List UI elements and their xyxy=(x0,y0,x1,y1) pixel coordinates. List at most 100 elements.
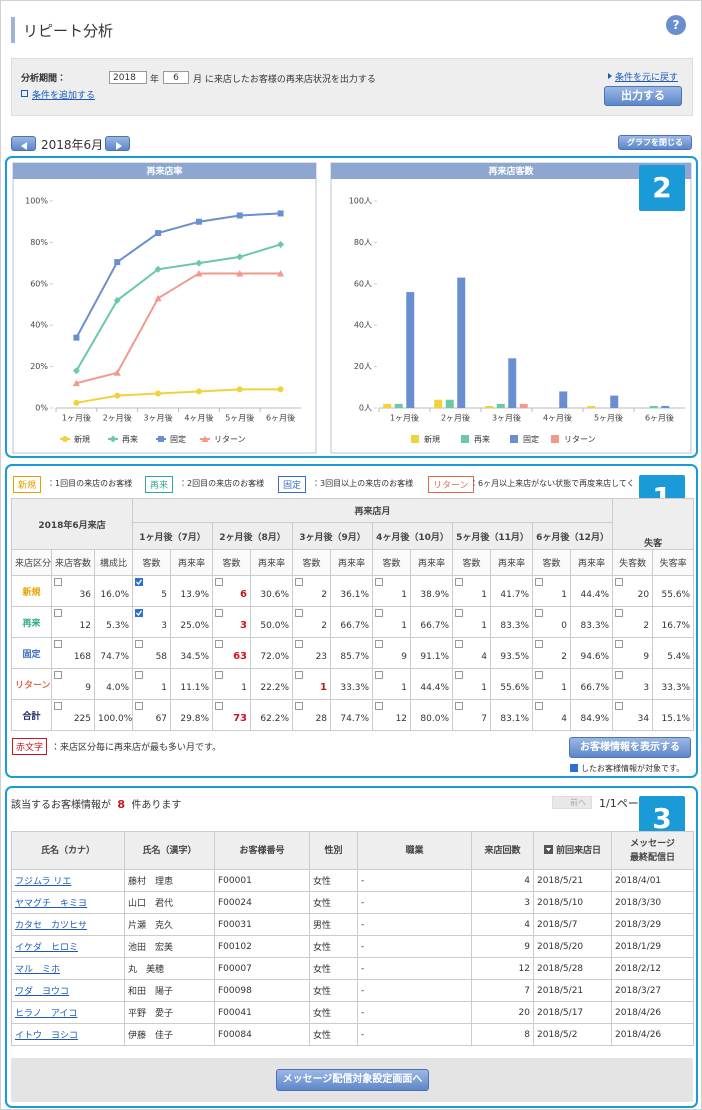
cell-text: 23 xyxy=(315,652,328,662)
value-cell: 12 xyxy=(372,699,412,731)
checkbox[interactable] xyxy=(455,671,464,679)
cell-text: 2 xyxy=(643,621,650,631)
checkbox[interactable] xyxy=(615,702,624,710)
customer-link[interactable]: ヤマグチ キミヨ xyxy=(15,899,88,909)
submit-button[interactable]: 出力する xyxy=(604,86,682,106)
year-select[interactable]: 2018 xyxy=(109,71,147,84)
check-mark xyxy=(136,610,143,616)
checkbox[interactable] xyxy=(215,609,224,617)
customer-link[interactable]: ヒラノ アイコ xyxy=(15,1009,78,1019)
checkbox[interactable] xyxy=(535,671,544,679)
checkbox[interactable] xyxy=(615,609,624,617)
value-cell: 36 xyxy=(51,575,95,607)
checkbox[interactable] xyxy=(295,609,304,617)
legend-label: 固定 xyxy=(523,435,539,444)
checkbox[interactable] xyxy=(215,671,224,679)
add-condition-link[interactable]: 条件を追加する xyxy=(32,91,96,101)
bar xyxy=(610,395,619,408)
prev-month-button[interactable] xyxy=(11,136,36,151)
checkbox[interactable] xyxy=(135,609,144,617)
checkbox[interactable] xyxy=(215,702,224,710)
segment-description: ：6ヶ月以上来店がない状態で再度来店してく xyxy=(470,479,635,488)
marker xyxy=(236,253,244,261)
checkbox[interactable] xyxy=(535,578,544,586)
value-cell: 55.6% xyxy=(490,668,534,700)
customer-link[interactable]: ワダ ヨウコ xyxy=(15,987,70,997)
help-icon[interactable]: ? xyxy=(666,15,686,35)
checkbox[interactable] xyxy=(135,640,144,648)
cell-text: 36 xyxy=(79,590,91,600)
message-settings-button[interactable]: メッセージ配信対象設定画面へ xyxy=(276,1069,429,1091)
value-cell: 1 xyxy=(372,668,412,700)
bar xyxy=(457,277,466,408)
customer-cell: 2018/5/20 xyxy=(533,935,612,958)
checkbox[interactable] xyxy=(455,640,464,648)
value-cell: 1 xyxy=(372,606,412,638)
cell-text: 女性 xyxy=(313,965,332,975)
reset-link[interactable]: 条件を元に戻す xyxy=(615,73,679,83)
checkbox[interactable] xyxy=(455,609,464,617)
checkbox[interactable] xyxy=(615,640,624,648)
cell-text: 1 xyxy=(401,683,408,693)
value-cell: 93.5% xyxy=(490,637,534,669)
show-customers-button[interactable]: お客様情報を表示する xyxy=(569,737,691,758)
y-tick-label: 40% xyxy=(30,321,48,330)
customer-link[interactable]: イトウ ヨシコ xyxy=(15,1031,79,1041)
checkbox[interactable] xyxy=(295,640,304,648)
value-cell: 44.4% xyxy=(410,668,454,700)
customer-cell: - xyxy=(357,1023,472,1046)
checkbox[interactable] xyxy=(135,578,144,586)
column-header: 再来率 xyxy=(250,549,294,576)
y-tick-label: 60% xyxy=(30,279,48,288)
checkbox[interactable] xyxy=(295,671,304,679)
checkbox[interactable] xyxy=(375,640,384,648)
checkbox[interactable] xyxy=(54,609,62,617)
checkbox[interactable] xyxy=(535,609,544,617)
cell-text: - xyxy=(361,897,365,908)
checkbox[interactable] xyxy=(54,578,62,586)
cell-text: 29.8% xyxy=(180,714,210,724)
cell-text: 1 xyxy=(561,683,568,693)
cell-text: 12 xyxy=(518,963,530,974)
column-header: 来店客数 xyxy=(51,549,95,576)
checkbox[interactable] xyxy=(375,671,384,679)
checkbox[interactable] xyxy=(54,702,62,710)
cell-text: 2 xyxy=(561,652,568,662)
cell-text: 片瀬 克久 xyxy=(128,921,174,931)
checkbox[interactable] xyxy=(455,578,464,586)
checkbox[interactable] xyxy=(375,609,384,617)
legend-label: 新規 xyxy=(424,434,440,444)
value-cell: 3 xyxy=(132,606,172,638)
customer-link[interactable]: イケダ ヒロミ xyxy=(15,943,79,953)
checkbox[interactable] xyxy=(54,671,62,679)
x-tick-label: 3ヶ月後 xyxy=(144,413,173,423)
customer-link[interactable]: フジムラ リエ xyxy=(15,877,72,887)
filter-box xyxy=(11,58,693,116)
checkbox[interactable] xyxy=(375,702,384,710)
checkbox[interactable] xyxy=(615,671,624,679)
customer-cell: 7 xyxy=(471,979,534,1002)
prev-page-button[interactable]: 前へ xyxy=(552,796,592,809)
customer-link[interactable]: カタセ カツヒサ xyxy=(15,921,88,931)
checkbox[interactable] xyxy=(535,702,544,710)
checkbox[interactable] xyxy=(135,671,144,679)
next-month-button[interactable] xyxy=(105,136,130,151)
cell-text: 38.9% xyxy=(420,590,450,600)
checkbox[interactable] xyxy=(215,640,224,648)
checkbox[interactable] xyxy=(455,702,464,710)
checkbox[interactable] xyxy=(295,578,304,586)
checkbox[interactable] xyxy=(215,578,224,586)
cell-text: 36.1% xyxy=(340,590,370,600)
cell-text: 66.7% xyxy=(580,683,610,693)
checkbox[interactable] xyxy=(135,702,144,710)
cell-text: 16.7% xyxy=(661,621,691,631)
checkbox[interactable] xyxy=(615,578,624,586)
checkbox[interactable] xyxy=(375,578,384,586)
customer-link[interactable]: マル ミホ xyxy=(15,965,61,975)
customer-count: 該当するお客様情報が 8 件あります xyxy=(11,796,181,811)
checkbox[interactable] xyxy=(295,702,304,710)
close-graph-button[interactable]: グラフを閉じる xyxy=(618,135,692,150)
checkbox[interactable] xyxy=(535,640,544,648)
month-select[interactable]: 6 xyxy=(163,71,189,84)
checkbox[interactable] xyxy=(54,640,62,648)
